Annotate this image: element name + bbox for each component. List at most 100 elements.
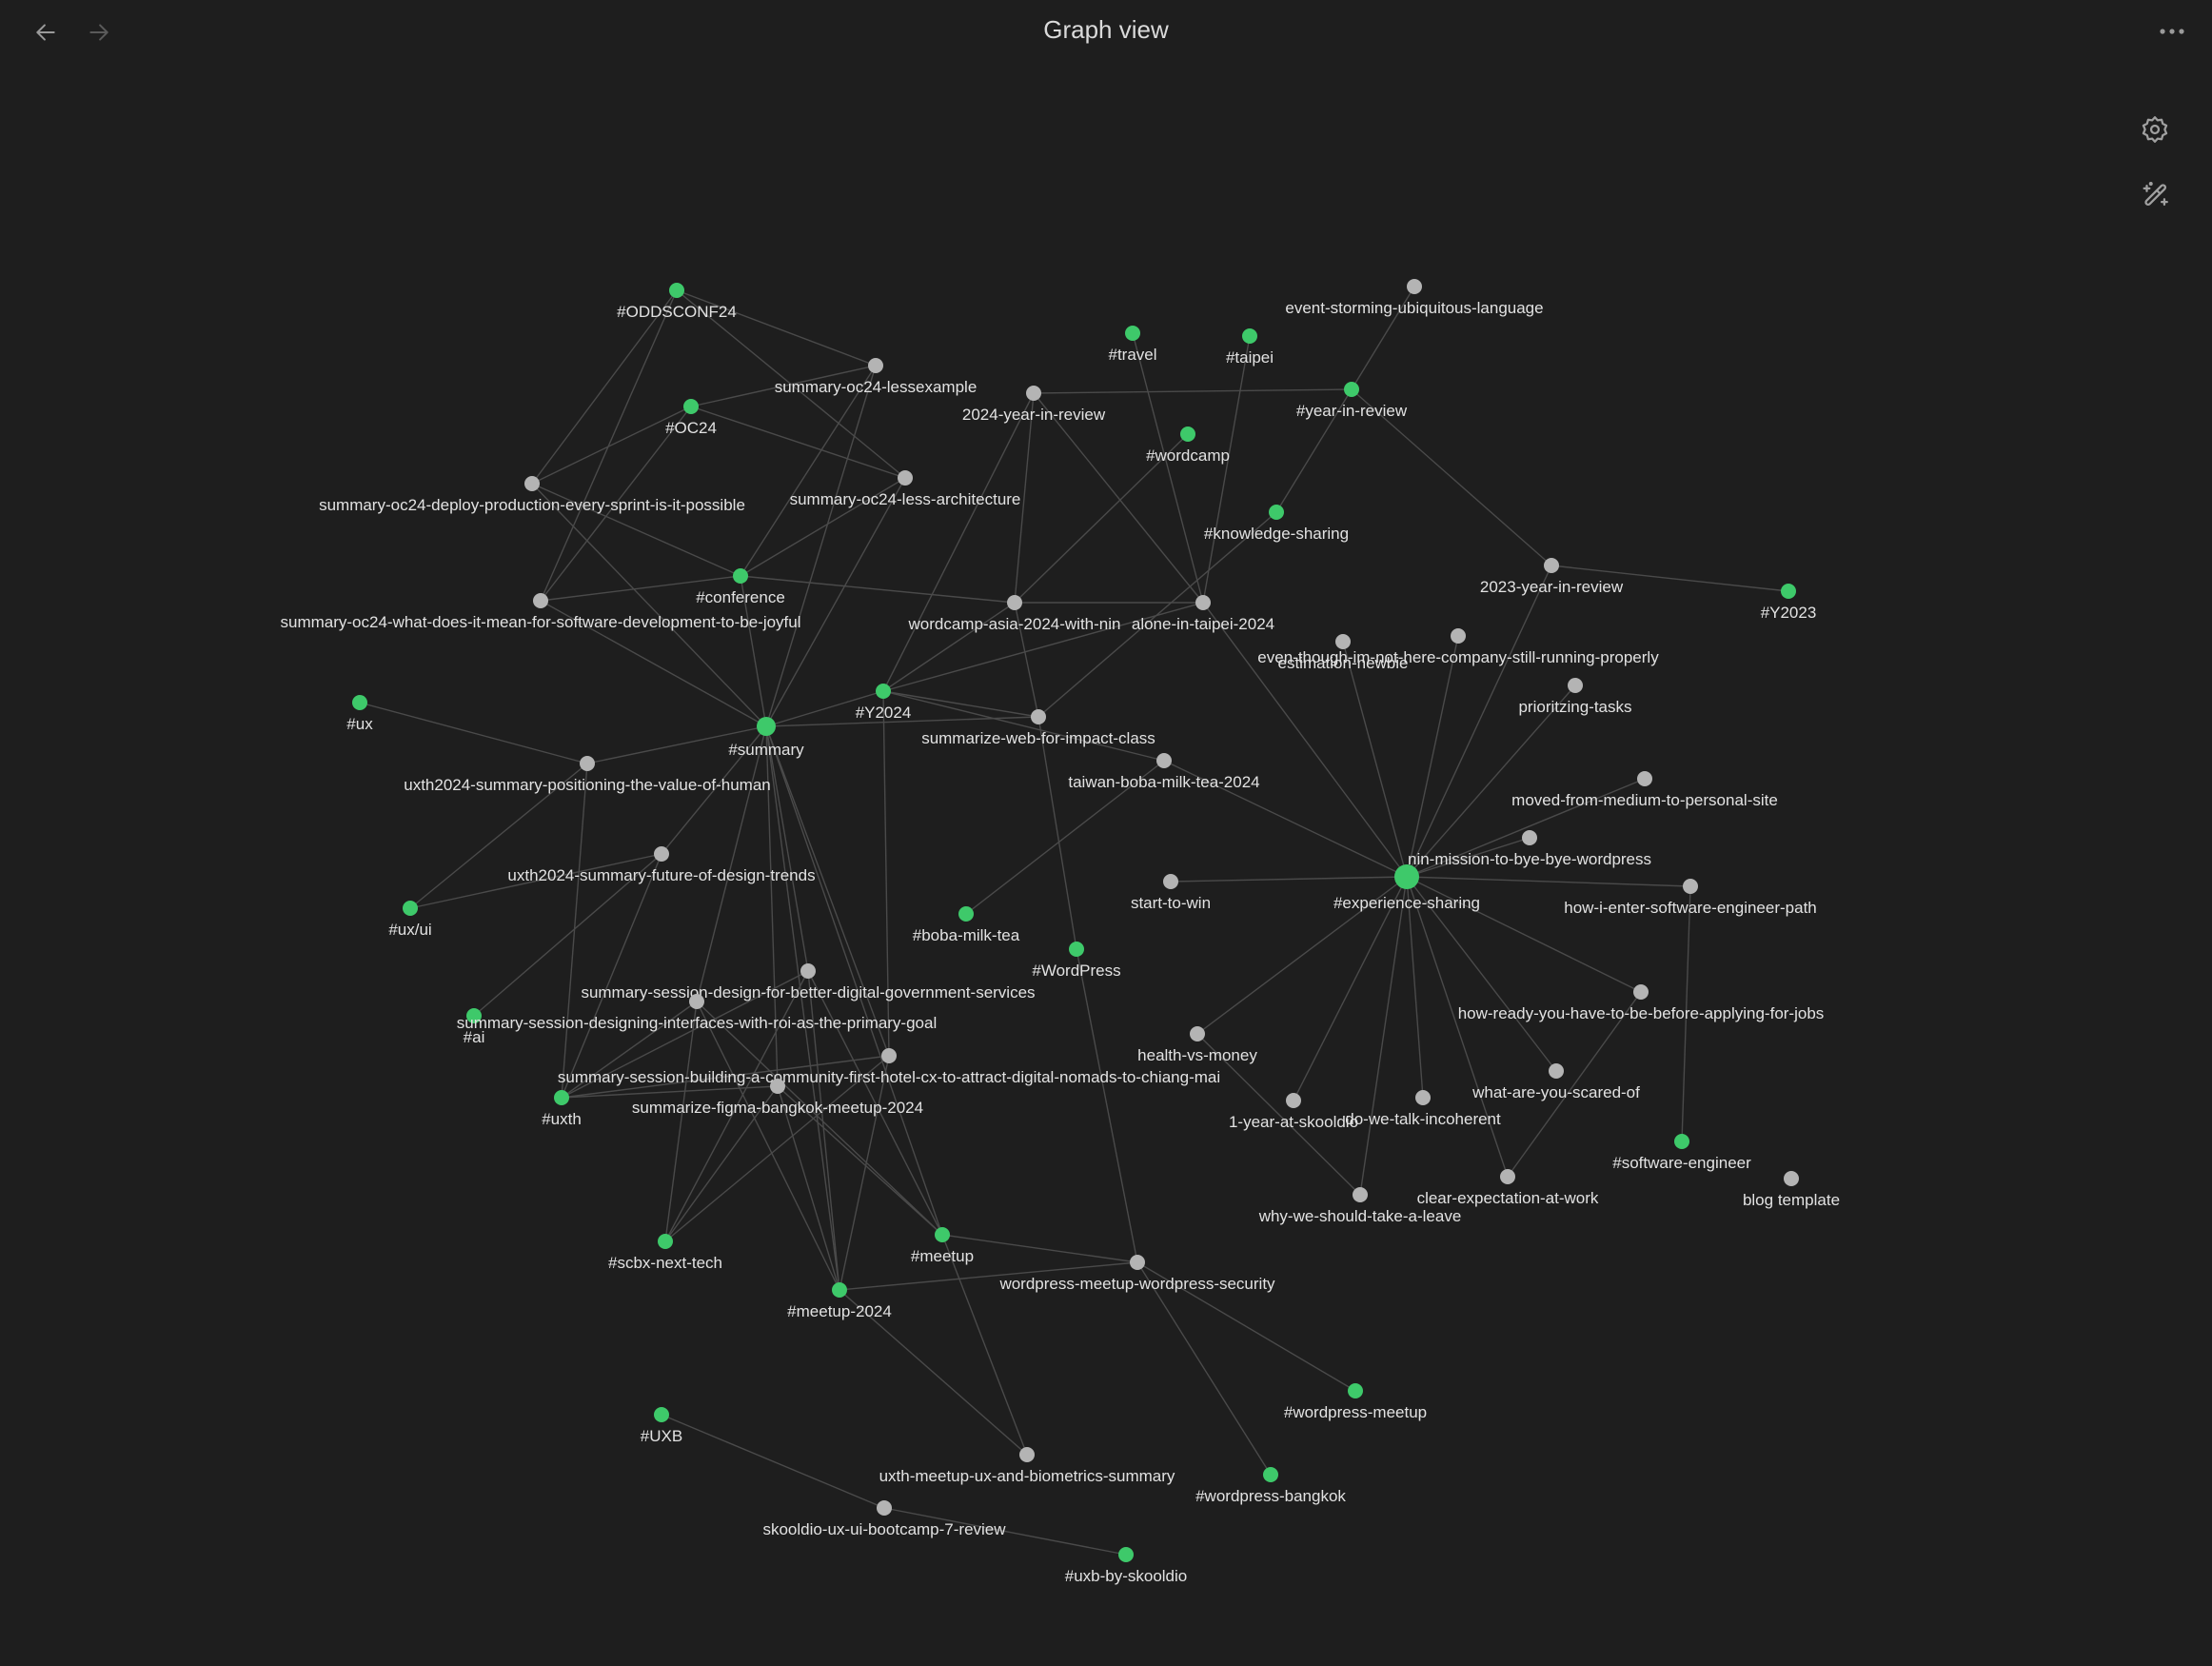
note-node[interactable]: blog template <box>1743 1171 1840 1209</box>
tag-node-dot[interactable] <box>1674 1134 1689 1149</box>
tag-node-dot[interactable] <box>1394 864 1419 889</box>
tag-node-dot[interactable] <box>466 1008 482 1023</box>
note-node[interactable]: nin-mission-to-bye-bye-wordpress <box>1408 830 1651 868</box>
tag-node-dot[interactable] <box>352 695 367 710</box>
note-node-dot[interactable] <box>1031 709 1046 724</box>
note-node[interactable]: summary-session-designing-interfaces-wit… <box>457 994 938 1032</box>
note-node[interactable]: do-we-talk-incoherent <box>1345 1090 1501 1128</box>
note-node[interactable]: wordcamp-asia-2024-with-nin <box>908 595 1121 633</box>
tag-node[interactable]: #ODDSCONF24 <box>617 283 737 321</box>
tag-node[interactable]: #uxb-by-skooldio <box>1065 1547 1188 1585</box>
tag-node[interactable]: #taipei <box>1226 328 1274 367</box>
tag-node-dot[interactable] <box>554 1090 569 1105</box>
note-node-dot[interactable] <box>1415 1090 1431 1105</box>
tag-node-dot[interactable] <box>1781 584 1796 599</box>
note-node[interactable]: why-we-should-take-a-leave <box>1258 1187 1462 1225</box>
note-node[interactable]: summarize-figma-bangkok-meetup-2024 <box>632 1079 923 1117</box>
tag-node-dot[interactable] <box>1348 1383 1363 1398</box>
tag-node[interactable]: #UXB <box>641 1407 682 1445</box>
tag-node-dot[interactable] <box>683 399 699 414</box>
forward-button[interactable] <box>80 13 118 51</box>
note-node[interactable]: summarize-web-for-impact-class <box>921 709 1155 747</box>
note-node[interactable]: uxth2024-summary-future-of-design-trends <box>507 846 816 884</box>
tag-node-dot[interactable] <box>876 684 891 699</box>
note-node-dot[interactable] <box>868 358 883 373</box>
tag-node-dot[interactable] <box>403 901 418 916</box>
note-node[interactable]: taiwan-boba-milk-tea-2024 <box>1068 753 1260 791</box>
note-node[interactable]: start-to-win <box>1131 874 1211 912</box>
note-node[interactable]: alone-in-taipei-2024 <box>1132 595 1274 633</box>
note-node-dot[interactable] <box>1451 628 1466 644</box>
note-node[interactable]: summary-oc24-less-architecture <box>790 470 1021 508</box>
note-node-dot[interactable] <box>1637 771 1652 786</box>
note-node-dot[interactable] <box>1353 1187 1368 1202</box>
tag-node[interactable]: #meetup-2024 <box>787 1282 892 1320</box>
tag-node[interactable]: #boba-milk-tea <box>913 906 1020 944</box>
tag-node-dot[interactable] <box>1269 505 1284 520</box>
note-node-dot[interactable] <box>1195 595 1211 610</box>
note-node-dot[interactable] <box>1544 558 1559 573</box>
note-node[interactable]: summary-oc24-lessexample <box>775 358 978 396</box>
note-node-dot[interactable] <box>1130 1255 1145 1270</box>
note-node-dot[interactable] <box>1019 1447 1035 1462</box>
note-node[interactable]: what-are-you-scared-of <box>1471 1063 1640 1101</box>
note-node-dot[interactable] <box>1568 678 1583 693</box>
note-node[interactable]: health-vs-money <box>1137 1026 1257 1064</box>
more-options-button[interactable] <box>2151 15 2193 48</box>
graph-settings-button[interactable] <box>2134 109 2176 150</box>
note-node-dot[interactable] <box>800 963 816 979</box>
back-button[interactable] <box>27 13 65 51</box>
note-node-dot[interactable] <box>877 1500 892 1516</box>
tag-node-dot[interactable] <box>1263 1467 1278 1482</box>
note-node-dot[interactable] <box>1549 1063 1564 1079</box>
tag-node-dot[interactable] <box>658 1234 673 1249</box>
tag-node[interactable]: #wordpress-meetup <box>1284 1383 1427 1421</box>
note-node-dot[interactable] <box>1026 386 1041 401</box>
tag-node-dot[interactable] <box>1118 1547 1134 1562</box>
animate-button[interactable] <box>2134 174 2176 216</box>
note-node-dot[interactable] <box>533 593 548 608</box>
note-node-dot[interactable] <box>1522 830 1537 845</box>
tag-node[interactable]: #ux/ui <box>388 901 432 939</box>
note-node-dot[interactable] <box>898 470 913 486</box>
note-node-dot[interactable] <box>654 846 669 862</box>
note-node[interactable]: 2023-year-in-review <box>1480 558 1624 596</box>
note-node[interactable]: how-i-enter-software-engineer-path <box>1564 879 1817 917</box>
note-node[interactable]: prioritzing-tasks <box>1518 678 1632 716</box>
note-node-dot[interactable] <box>770 1079 785 1094</box>
tag-node-dot[interactable] <box>1344 382 1359 397</box>
note-node[interactable]: skooldio-ux-ui-bootcamp-7-review <box>762 1500 1006 1538</box>
note-node-dot[interactable] <box>1335 634 1351 649</box>
tag-node[interactable]: #meetup <box>911 1227 974 1265</box>
tag-node-dot[interactable] <box>1242 328 1257 344</box>
tag-node[interactable]: #scbx-next-tech <box>608 1234 722 1272</box>
tag-node-dot[interactable] <box>669 283 684 298</box>
note-node[interactable]: 2024-year-in-review <box>962 386 1106 424</box>
tag-node[interactable]: #conference <box>696 568 785 606</box>
tag-node[interactable]: #wordcamp <box>1146 426 1230 465</box>
note-node-dot[interactable] <box>1156 753 1172 768</box>
note-node[interactable]: summary-oc24-what-does-it-mean-for-softw… <box>280 593 801 631</box>
tag-node[interactable]: #software-engineer <box>1612 1134 1751 1172</box>
tag-node[interactable]: #Y2023 <box>1761 584 1817 622</box>
note-node-dot[interactable] <box>1784 1171 1799 1186</box>
note-node-dot[interactable] <box>689 994 704 1009</box>
note-node-dot[interactable] <box>1007 595 1022 610</box>
tag-node[interactable]: #Y2024 <box>856 684 912 722</box>
note-node[interactable]: summary-session-building-a-community-fir… <box>558 1048 1220 1086</box>
tag-node[interactable]: #ux <box>346 695 373 733</box>
tag-node[interactable]: #knowledge-sharing <box>1204 505 1349 543</box>
tag-node[interactable]: #WordPress <box>1032 942 1121 980</box>
tag-node-dot[interactable] <box>1069 942 1084 957</box>
note-node[interactable]: how-ready-you-have-to-be-before-applying… <box>1458 984 1825 1022</box>
note-node[interactable]: summary-oc24-deploy-production-every-spr… <box>319 476 745 514</box>
note-node[interactable]: wordpress-meetup-wordpress-security <box>998 1255 1275 1293</box>
tag-node[interactable]: #year-in-review <box>1296 382 1408 420</box>
note-node[interactable]: summary-session-design-for-better-digita… <box>581 963 1036 1002</box>
tag-node[interactable]: #travel <box>1108 326 1157 364</box>
tag-node-dot[interactable] <box>832 1282 847 1298</box>
note-node[interactable]: clear-expectation-at-work <box>1417 1169 1599 1207</box>
tag-node-dot[interactable] <box>1125 326 1140 341</box>
tag-node[interactable]: #experience-sharing <box>1333 864 1480 912</box>
